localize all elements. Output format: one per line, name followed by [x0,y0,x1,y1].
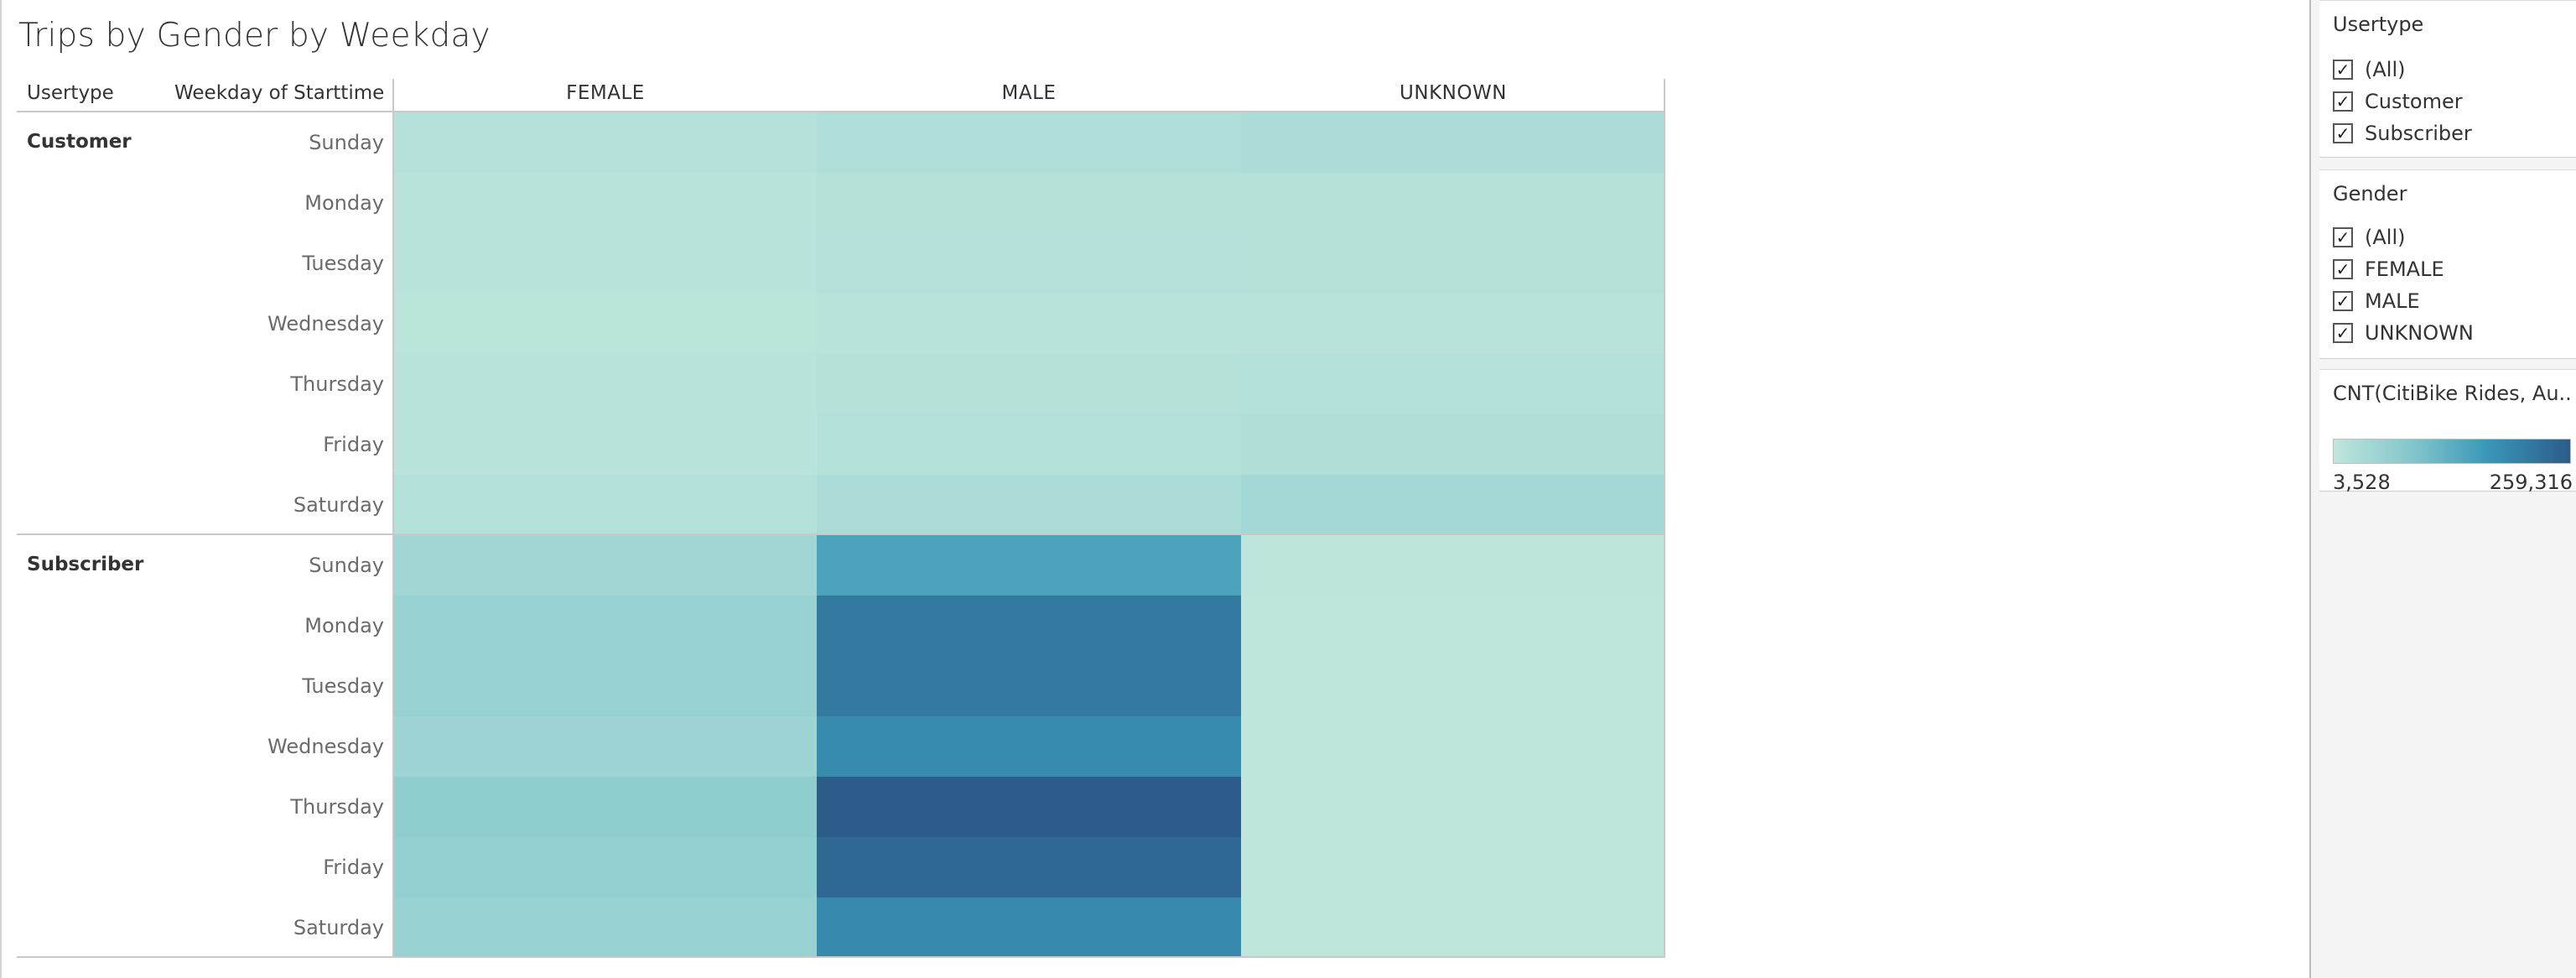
color-legend-title[interactable]: CNT(CitiBike Rides, Au... [2333,382,2571,405]
row-label-customer-tuesday[interactable]: Tuesday [302,252,384,275]
left-border [0,0,2,978]
filter-item-usertype-all[interactable]: ✓ (All) [2333,56,2405,83]
row-header-divider [392,79,394,958]
color-legend-panel: CNT(CitiBike Rides, Au... 3,528 259,316 [2319,369,2576,494]
group-divider [17,533,1665,535]
checkbox-icon[interactable]: ✓ [2333,123,2353,143]
heatmap-cell-subscriber-tuesday-unknown[interactable] [1241,656,1665,716]
row-label-customer-thursday[interactable]: Thursday [290,372,384,396]
filter-item-gender-all[interactable]: ✓ (All) [2333,224,2405,251]
heatmap-cell-customer-monday-unknown[interactable] [1241,173,1665,233]
heatmap-cell-customer-wednesday-unknown[interactable] [1241,294,1665,354]
column-header-female[interactable]: FEMALE [566,82,645,104]
row-label-customer-wednesday[interactable]: Wednesday [267,312,384,336]
column-header-unknown[interactable]: UNKNOWN [1400,82,1507,104]
gender-filter-panel: Gender ✓ (All) ✓ FEMALE ✓ MALE ✓ UNKNOWN [2319,169,2576,359]
heatmap-cell-subscriber-monday-male[interactable] [817,596,1241,656]
row-label-subscriber-tuesday[interactable]: Tuesday [302,674,384,698]
chart-title: Trips by Gender by Weekday [18,17,491,55]
bottom-border [17,956,1665,958]
heatmap-cell-customer-thursday-male[interactable] [817,354,1241,414]
heatmap-cell-customer-saturday-male[interactable] [817,475,1241,535]
filter-sidebar: Usertype ✓ (All) ✓ Customer ✓ Subscriber… [2309,0,2576,978]
weekday-header[interactable]: Weekday of Starttime [174,82,385,104]
group-label-customer[interactable]: Customer [27,131,132,153]
legend-max-label: 259,316 [2489,471,2573,494]
usertype-filter-panel: Usertype ✓ (All) ✓ Customer ✓ Subscriber [2319,0,2576,158]
heatmap-cell-subscriber-friday-female[interactable] [394,837,817,897]
filter-item-customer[interactable]: ✓ Customer [2333,88,2463,115]
heatmap-cell-subscriber-thursday-unknown[interactable] [1241,777,1665,837]
header-divider [17,111,1665,112]
heatmap-cell-customer-sunday-female[interactable] [394,112,817,173]
heatmap-cell-customer-thursday-unknown[interactable] [1241,354,1665,414]
heatmap-cell-customer-friday-male[interactable] [817,414,1241,475]
legend-min-label: 3,528 [2333,471,2391,494]
usertype-filter-title: Usertype [2333,13,2424,36]
row-label-subscriber-monday[interactable]: Monday [304,614,384,637]
heatmap-cell-customer-friday-unknown[interactable] [1241,414,1665,475]
heatmap-cell-subscriber-wednesday-unknown[interactable] [1241,716,1665,777]
color-legend-gradient [2333,439,2571,464]
heatmap-cell-subscriber-friday-male[interactable] [817,837,1241,897]
heatmap-cell-customer-saturday-female[interactable] [394,475,817,535]
heatmap-cell-customer-wednesday-male[interactable] [817,294,1241,354]
heatmap-cell-subscriber-thursday-female[interactable] [394,777,817,837]
heatmap-cell-subscriber-saturday-male[interactable] [817,897,1241,958]
heatmap-cell-customer-thursday-female[interactable] [394,354,817,414]
heatmap-cell-subscriber-saturday-female[interactable] [394,897,817,958]
heatmap-cell-customer-tuesday-unknown[interactable] [1241,233,1665,294]
filter-item-male[interactable]: ✓ MALE [2333,288,2420,315]
heatmap-cell-subscriber-sunday-unknown[interactable] [1241,535,1665,596]
checkbox-icon[interactable]: ✓ [2333,291,2353,311]
column-header-male[interactable]: MALE [1001,82,1057,104]
heatmap-cell-subscriber-thursday-male[interactable] [817,777,1241,837]
heatmap-cell-subscriber-friday-unknown[interactable] [1241,837,1665,897]
heatmap-cell-subscriber-sunday-female[interactable] [394,535,817,596]
right-border [1664,79,1665,958]
heatmap-cell-subscriber-wednesday-female[interactable] [394,716,817,777]
heatmap-cell-customer-wednesday-female[interactable] [394,294,817,354]
usertype-header[interactable]: Usertype [27,82,114,104]
heatmap-cell-customer-friday-female[interactable] [394,414,817,475]
heatmap-cell-customer-saturday-unknown[interactable] [1241,475,1665,535]
filter-item-unknown[interactable]: ✓ UNKNOWN [2333,320,2474,346]
gender-filter-title: Gender [2333,182,2407,205]
filter-item-subscriber[interactable]: ✓ Subscriber [2333,120,2472,147]
heatmap-plot [394,112,1665,958]
heatmap-cell-subscriber-wednesday-male[interactable] [817,716,1241,777]
row-label-customer-monday[interactable]: Monday [304,191,384,215]
heatmap-cell-subscriber-monday-female[interactable] [394,596,817,656]
row-label-subscriber-saturday[interactable]: Saturday [293,916,384,939]
checkbox-icon[interactable]: ✓ [2333,60,2353,80]
row-label-subscriber-thursday[interactable]: Thursday [290,795,384,819]
heatmap-cell-customer-sunday-male[interactable] [817,112,1241,173]
checkbox-icon[interactable]: ✓ [2333,259,2353,279]
heatmap-cell-subscriber-saturday-unknown[interactable] [1241,897,1665,958]
row-label-subscriber-wednesday[interactable]: Wednesday [267,735,384,758]
row-label-customer-friday[interactable]: Friday [323,433,384,456]
row-label-customer-sunday[interactable]: Sunday [309,131,384,154]
heatmap-cell-customer-sunday-unknown[interactable] [1241,112,1665,173]
heatmap-cell-subscriber-sunday-male[interactable] [817,535,1241,596]
heatmap-cell-customer-tuesday-female[interactable] [394,233,817,294]
row-label-subscriber-sunday[interactable]: Sunday [309,554,384,577]
heatmap-cell-customer-monday-female[interactable] [394,173,817,233]
row-label-customer-saturday[interactable]: Saturday [293,493,384,517]
filter-item-female[interactable]: ✓ FEMALE [2333,256,2444,283]
heatmap-cell-subscriber-monday-unknown[interactable] [1241,596,1665,656]
heatmap-cell-customer-tuesday-male[interactable] [817,233,1241,294]
heatmap-cell-customer-monday-male[interactable] [817,173,1241,233]
checkbox-icon[interactable]: ✓ [2333,227,2353,247]
checkbox-icon[interactable]: ✓ [2333,91,2353,112]
worksheet-area: Trips by Gender by Weekday Usertype Week… [0,0,1665,978]
heatmap-cell-subscriber-tuesday-male[interactable] [817,656,1241,716]
heatmap-cell-subscriber-tuesday-female[interactable] [394,656,817,716]
row-label-subscriber-friday[interactable]: Friday [323,856,384,879]
group-label-subscriber[interactable]: Subscriber [27,554,144,575]
checkbox-icon[interactable]: ✓ [2333,323,2353,343]
